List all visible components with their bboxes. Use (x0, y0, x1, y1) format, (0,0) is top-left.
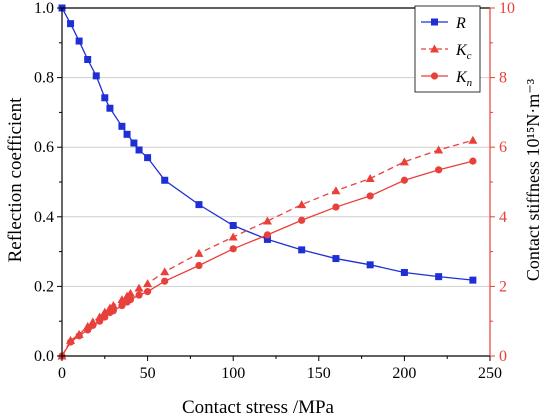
x-tick-label: 200 (392, 365, 416, 382)
data-point-kn (101, 313, 109, 321)
legend-marker (430, 72, 439, 80)
data-point-kc (194, 248, 204, 257)
data-point-r (101, 94, 109, 102)
data-point-r (469, 276, 477, 284)
y-right-tick-labels: 0 2 4 6 8 10 (499, 0, 515, 365)
data-point-kn (126, 296, 135, 304)
x-tick-labels: 0 50 100 150 200 250 (58, 365, 502, 382)
y-right-tick-label: 8 (499, 70, 507, 87)
data-point-kc (331, 186, 341, 195)
y-right-tick-label: 6 (499, 139, 507, 156)
x-tick-label: 250 (478, 365, 502, 382)
data-point-kn (96, 317, 104, 325)
y-left-tick-label: 1.0 (34, 0, 54, 17)
legend-label: Kc (455, 42, 472, 62)
data-point-kn (84, 326, 92, 334)
y-left-tick-labels: 0.0 0.2 0.4 0.6 0.8 1.0 (34, 0, 54, 365)
data-point-r (298, 246, 306, 254)
data-point-r (332, 255, 340, 263)
data-point-r (161, 176, 169, 184)
data-point-r (106, 104, 114, 112)
legend: R Kc Kn (414, 5, 481, 93)
y-right-tick-label: 0 (499, 348, 507, 365)
data-point-kn (89, 321, 97, 329)
legend-label: Kn (455, 69, 473, 89)
data-point-r (75, 37, 83, 45)
series-line-kc (61, 139, 474, 357)
x-tick-label: 150 (307, 365, 331, 382)
data-point-r (229, 222, 237, 229)
data-point-kn (135, 291, 143, 299)
data-point-kn (469, 157, 477, 165)
data-point-kc (262, 216, 272, 225)
data-point-r (366, 261, 374, 269)
data-point-kn (109, 307, 117, 315)
y-left-tick-label: 0.0 (34, 348, 54, 365)
data-point-kc (297, 200, 307, 209)
data-point-kn (298, 216, 306, 224)
y-left-tick-label: 0.8 (34, 70, 54, 87)
data-point-r (144, 154, 152, 162)
data-point-kn (366, 192, 374, 200)
data-point-kc (468, 135, 478, 144)
grid-lines (62, 77, 490, 287)
y-left-tick-label: 0.2 (34, 278, 54, 295)
data-point-kc (125, 288, 135, 297)
legend-marker (431, 18, 438, 26)
data-point-kn (161, 277, 169, 285)
y-left-tick-label: 0.4 (34, 209, 54, 226)
data-point-kn (263, 231, 272, 239)
data-point-kn (118, 301, 126, 310)
data-point-r (67, 20, 75, 28)
data-point-kc (228, 232, 238, 241)
data-point-kn (144, 288, 152, 296)
series-markers (57, 4, 478, 360)
data-point-kn (66, 338, 75, 346)
data-point-r (118, 122, 126, 130)
x-axis-label: Contact stress /MPa (182, 397, 335, 418)
data-point-kc (160, 267, 170, 276)
data-point-kc (365, 174, 375, 183)
y-right-axis-label: Contact stiffness 10¹⁵N·m⁻³ (523, 78, 543, 281)
data-point-kc (399, 157, 409, 166)
data-point-r (130, 139, 138, 147)
y-right-tick-label: 2 (499, 278, 507, 295)
data-point-r (135, 146, 143, 154)
data-point-r (123, 130, 131, 138)
legend-label: R (455, 15, 466, 32)
data-point-kn (75, 332, 83, 340)
data-point-kc (108, 301, 118, 310)
data-point-kc (143, 279, 153, 288)
series-line-kn (61, 160, 474, 357)
x-tick-label: 0 (58, 365, 66, 382)
data-point-r (92, 72, 100, 80)
y-left-axis-label: Reflection coefficient (5, 97, 26, 262)
y-right-tick-label: 10 (499, 0, 515, 17)
y-left-tick-label: 0.6 (34, 139, 54, 156)
data-point-r (400, 268, 408, 276)
series-line-r (61, 7, 473, 281)
x-tick-label: 50 (140, 365, 156, 382)
data-point-kn (229, 245, 237, 253)
data-point-kc (434, 145, 444, 154)
y-right-tick-label: 4 (499, 209, 507, 226)
data-point-kn (195, 261, 203, 270)
data-point-r (195, 201, 203, 209)
data-point-kn (400, 176, 408, 184)
data-point-r (84, 56, 92, 64)
x-tick-label: 100 (221, 365, 245, 382)
legend-marker (430, 44, 439, 53)
data-point-kn (332, 203, 340, 211)
data-point-kn (435, 166, 443, 174)
data-point-r (435, 273, 443, 281)
data-point-kc (134, 283, 144, 292)
data-point-r (263, 235, 271, 243)
